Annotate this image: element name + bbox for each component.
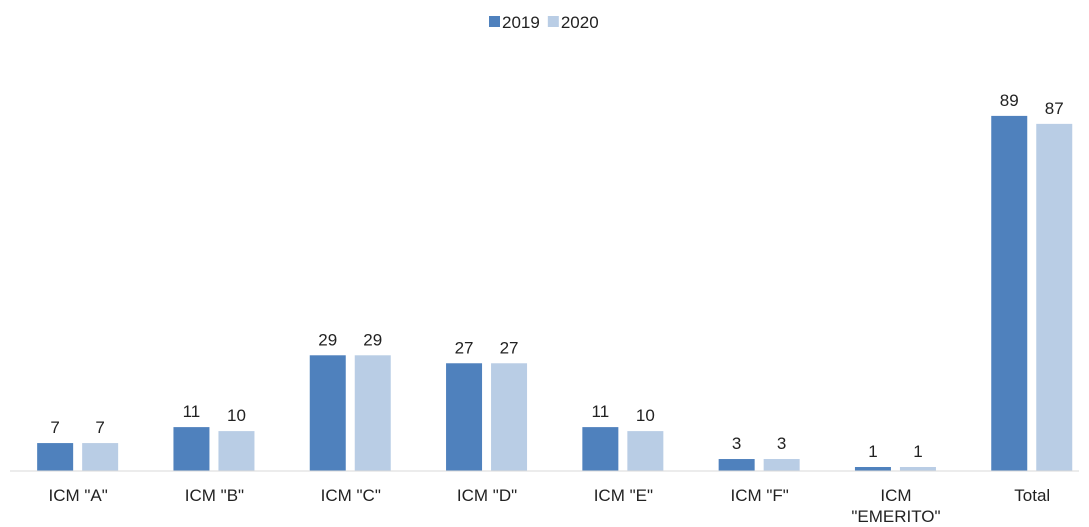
legend-label: 2019	[502, 13, 540, 32]
data-label: 29	[318, 330, 337, 349]
bar	[763, 459, 800, 471]
data-label: 27	[500, 338, 519, 357]
bar	[446, 363, 483, 471]
legend-label: 2020	[561, 13, 599, 32]
bar	[1036, 123, 1073, 472]
bar	[491, 363, 528, 471]
data-label: 10	[227, 406, 246, 425]
data-label: 7	[50, 418, 59, 437]
data-label: 11	[183, 402, 201, 421]
data-label: 1	[868, 442, 877, 461]
x-tick-label: Total	[1014, 486, 1051, 505]
data-label: 27	[455, 338, 474, 357]
x-tick-label: ICM "A"	[48, 486, 108, 505]
bar	[718, 459, 755, 471]
data-label: 3	[732, 434, 741, 453]
legend-swatch	[547, 16, 559, 27]
x-tick-label: ICM "C"	[320, 486, 381, 505]
bar	[899, 467, 936, 471]
bar	[627, 431, 664, 471]
data-label: 10	[636, 406, 655, 425]
data-label: 11	[592, 402, 610, 421]
legend-swatch	[489, 16, 500, 27]
x-tick-label: ICM "B"	[184, 486, 245, 505]
x-tick-label: ICM "EMERITO"	[851, 486, 941, 526]
data-label: 89	[1000, 91, 1019, 110]
data-label: 1	[913, 442, 922, 461]
bar	[218, 431, 255, 471]
data-label: 87	[1045, 99, 1064, 118]
data-label: 3	[777, 434, 786, 453]
bar	[309, 355, 346, 471]
bar	[37, 443, 74, 471]
bar	[991, 115, 1028, 471]
bar	[82, 443, 119, 471]
bar	[582, 427, 619, 471]
x-tick-label: ICM "F"	[730, 486, 789, 505]
x-tick-label: ICM "D"	[456, 486, 518, 505]
data-label: 7	[95, 418, 104, 437]
bar	[854, 467, 891, 471]
bar	[354, 355, 391, 471]
data-label: 29	[363, 330, 382, 349]
x-tick-label: ICM "E"	[593, 486, 653, 505]
bar	[173, 427, 210, 471]
